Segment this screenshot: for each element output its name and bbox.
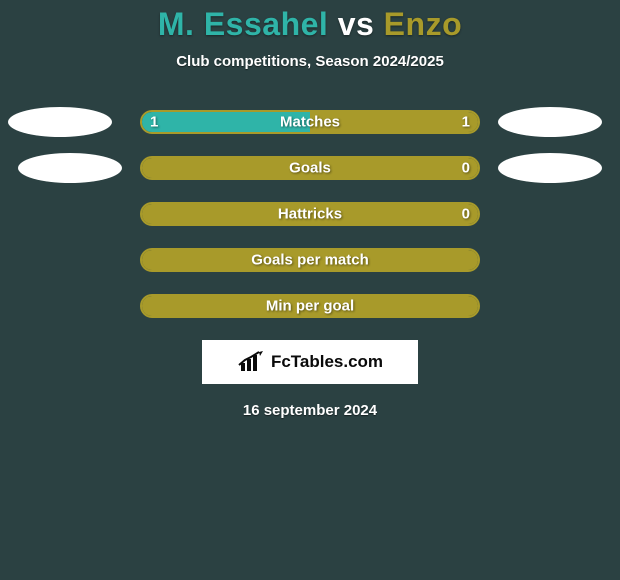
stat-bar-right (142, 204, 478, 224)
stat-row: Matches1 1 (0, 110, 620, 134)
stat-row: Hattricks0 (0, 202, 620, 226)
stat-bar-right (310, 112, 478, 132)
stat-value-left: 1 (150, 114, 158, 131)
stat-value-right: 1 (462, 114, 470, 131)
stat-bar: Min per goal (140, 294, 480, 318)
logo-chart-icon (237, 351, 265, 373)
stat-bar-right (142, 158, 478, 178)
stat-bar: Matches (140, 110, 480, 134)
stat-bar-right (142, 296, 478, 316)
stat-value-right: 0 (462, 160, 470, 177)
stats-container: Matches11Goals0Hattricks0Goals per match… (0, 110, 620, 318)
player1-name: M. Essahel (158, 6, 328, 42)
date-text: 16 september 2024 (0, 402, 620, 419)
stat-bar-left (142, 112, 310, 132)
player1-ellipse (18, 153, 122, 183)
player2-ellipse (498, 107, 602, 137)
stat-row: Goals per match (0, 248, 620, 272)
stat-bar: Hattricks (140, 202, 480, 226)
vs-text: vs (338, 6, 375, 42)
comparison-title: M. Essahel vs Enzo (0, 0, 620, 43)
logo-text: FcTables.com (271, 352, 383, 372)
player2-name: Enzo (384, 6, 462, 42)
stat-bar: Goals (140, 156, 480, 180)
subtitle: Club competitions, Season 2024/2025 (0, 53, 620, 70)
stat-value-right: 0 (462, 206, 470, 223)
stat-row: Goals0 (0, 156, 620, 180)
stat-bar-right (142, 250, 478, 270)
stat-bar: Goals per match (140, 248, 480, 272)
player1-ellipse (8, 107, 112, 137)
player2-ellipse (498, 153, 602, 183)
logo-box: FcTables.com (202, 340, 418, 384)
stat-row: Min per goal (0, 294, 620, 318)
